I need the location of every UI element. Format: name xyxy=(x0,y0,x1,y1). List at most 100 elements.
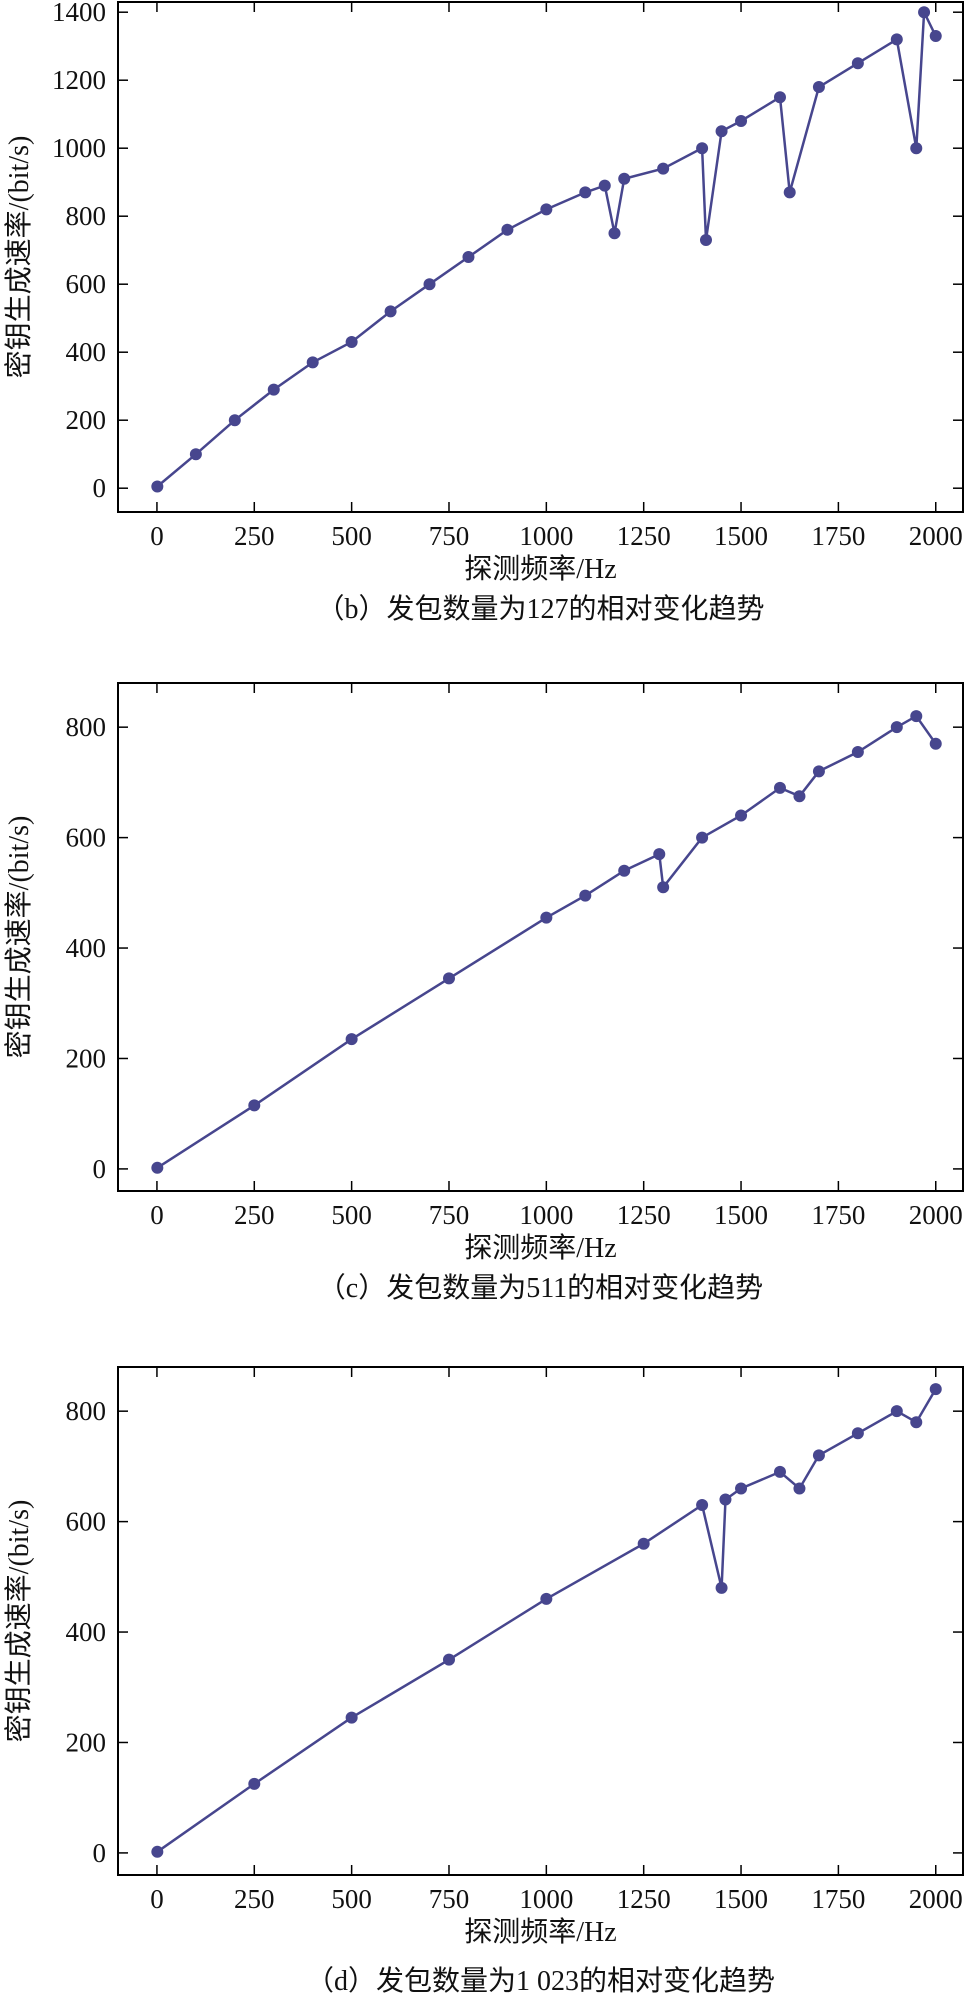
data-point xyxy=(423,278,436,291)
data-point xyxy=(773,1465,786,1478)
data-point xyxy=(851,57,864,70)
y-tick-label: 0 xyxy=(93,1838,107,1868)
data-point xyxy=(657,881,670,894)
data-point xyxy=(929,30,942,42)
x-tick-label: 1750 xyxy=(811,521,865,551)
data-point xyxy=(228,414,241,427)
data-point xyxy=(501,223,514,236)
data-point xyxy=(345,1711,358,1724)
y-tick-label: 200 xyxy=(66,1043,107,1073)
y-tick-label: 200 xyxy=(66,1727,107,1757)
data-point xyxy=(637,1537,650,1550)
data-point xyxy=(189,448,202,461)
data-point xyxy=(890,721,903,734)
data-point xyxy=(618,864,631,877)
data-point xyxy=(699,234,712,246)
data-point xyxy=(812,81,825,93)
data-point xyxy=(851,746,864,759)
y-tick-label: 0 xyxy=(93,473,107,503)
series-line xyxy=(156,7,937,488)
data-point xyxy=(696,1499,709,1512)
data-point xyxy=(579,186,592,199)
y-tick-label: 400 xyxy=(66,337,107,367)
x-tick-label: 1250 xyxy=(617,1884,671,1914)
data-point xyxy=(384,305,397,318)
y-tick-label: 600 xyxy=(66,1507,107,1537)
data-point xyxy=(462,251,475,263)
x-tick-label: 1500 xyxy=(714,1200,768,1230)
data-point xyxy=(890,33,903,46)
data-point xyxy=(812,765,825,778)
x-tick-label: 2000 xyxy=(909,1884,963,1914)
data-point xyxy=(910,710,923,723)
data-point xyxy=(608,227,621,240)
data-point xyxy=(653,848,666,861)
x-tick-label: 1250 xyxy=(617,1200,671,1230)
chart-caption: （c）发包数量为511的相对变化趋势 xyxy=(318,1272,763,1304)
data-point xyxy=(151,480,164,493)
data-point xyxy=(773,91,786,104)
plot-frame xyxy=(117,1366,964,1876)
x-tick-label: 500 xyxy=(331,1884,372,1914)
y-axis-title: 密钥生成速率/(bit/s) xyxy=(3,1500,35,1743)
chart-caption: （b）发包数量为127的相对变化趋势 xyxy=(316,593,764,625)
data-point xyxy=(812,1449,825,1462)
x-tick-label: 0 xyxy=(150,521,164,551)
data-point xyxy=(735,1482,748,1495)
y-tick-label: 1000 xyxy=(52,133,106,163)
y-tick-label: 800 xyxy=(66,712,107,742)
data-point xyxy=(735,115,748,127)
data-point xyxy=(918,6,931,19)
data-point xyxy=(735,809,748,822)
data-point xyxy=(540,1592,553,1605)
chart-b: 0 250 500 750 1000 1250 1500 1750 2000 0 200 400 600… xyxy=(3,0,964,625)
x-axis-title: 探测频率/Hz xyxy=(464,553,616,585)
data-point xyxy=(793,790,806,803)
x-tick-label: 250 xyxy=(234,1884,275,1914)
x-tick-label: 1500 xyxy=(714,1884,768,1914)
y-tick-label: 600 xyxy=(66,269,107,299)
y-tick-label: 1200 xyxy=(52,65,106,95)
y-tick-label: 0 xyxy=(93,1154,107,1184)
data-point xyxy=(442,972,455,985)
data-point xyxy=(267,383,280,396)
y-tick-label: 800 xyxy=(66,1396,107,1426)
data-point xyxy=(910,1416,923,1429)
data-point xyxy=(618,172,631,185)
x-tick-label: 1750 xyxy=(811,1884,865,1914)
x-tick-label: 500 xyxy=(331,521,372,551)
data-point xyxy=(715,1581,728,1594)
y-tick-label: 400 xyxy=(66,1617,107,1647)
data-point xyxy=(890,1405,903,1418)
data-point xyxy=(579,889,592,902)
data-point xyxy=(719,1493,732,1506)
data-point xyxy=(151,1161,164,1174)
data-point xyxy=(715,125,728,138)
data-point xyxy=(248,1099,261,1112)
data-point xyxy=(929,1383,942,1396)
y-axis-title: 密钥生成速率/(bit/s) xyxy=(3,816,35,1059)
series-line xyxy=(156,714,937,1169)
plot-frame xyxy=(117,1,964,513)
x-axis-title: 探测频率/Hz xyxy=(464,1916,616,1948)
data-point xyxy=(345,1033,358,1046)
x-tick-label: 1000 xyxy=(519,521,573,551)
chart-c: 0 250 500 750 1000 1250 1500 1750 2000 0 200 400 600… xyxy=(3,682,964,1304)
data-point xyxy=(540,203,553,216)
plot-frame xyxy=(117,682,964,1192)
x-tick-label: 1000 xyxy=(519,1884,573,1914)
y-tick-label: 1400 xyxy=(52,0,106,27)
data-point xyxy=(442,1653,455,1666)
x-tick-label: 1000 xyxy=(519,1200,573,1230)
x-tick-label: 750 xyxy=(429,1884,470,1914)
chart-d: 0 250 500 750 1000 1250 1500 1750 2000 0 200 400 600… xyxy=(3,1366,964,1997)
x-tick-label: 1500 xyxy=(714,521,768,551)
data-point xyxy=(910,142,923,155)
y-tick-label: 600 xyxy=(66,823,107,853)
data-point xyxy=(598,179,611,192)
data-point xyxy=(696,142,709,155)
x-tick-label: 0 xyxy=(150,1884,164,1914)
y-tick-label: 800 xyxy=(66,201,107,231)
x-tick-label: 750 xyxy=(429,1200,470,1230)
